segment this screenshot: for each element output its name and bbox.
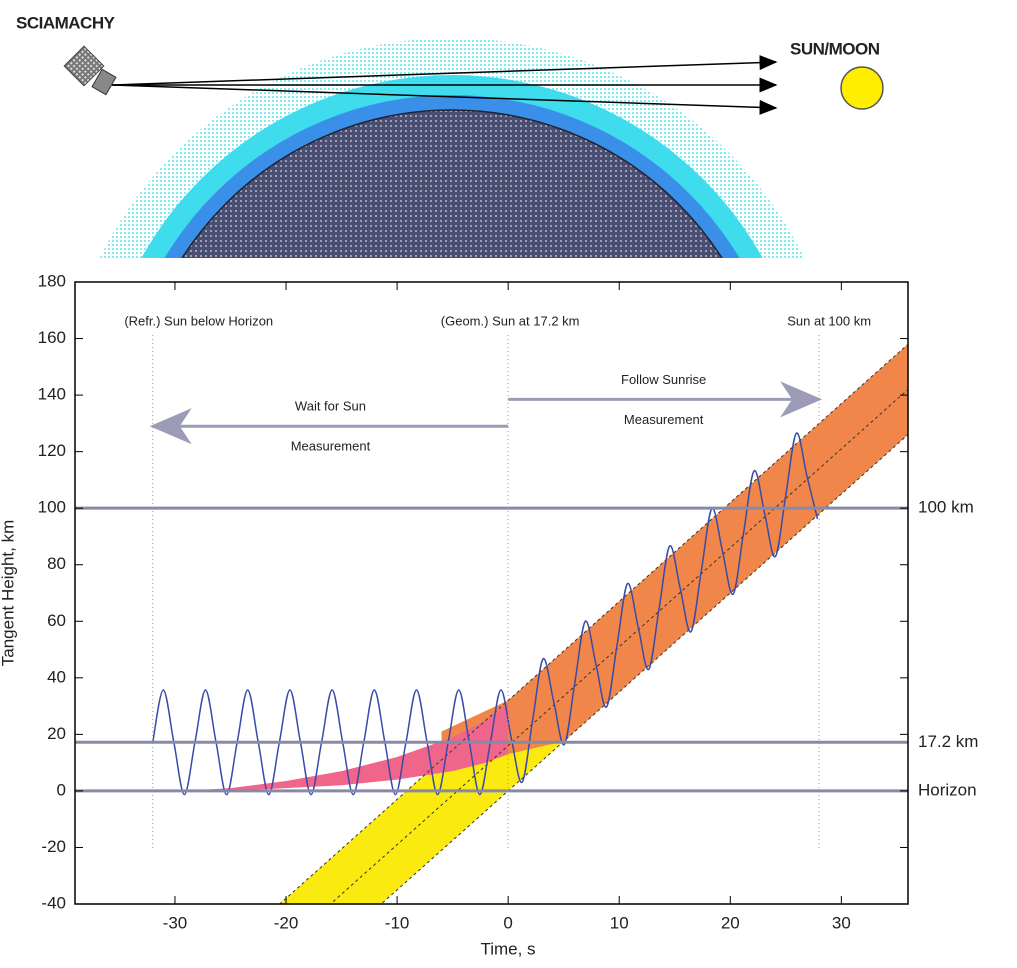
y-tick-label: 120 [38, 441, 66, 460]
y-tick-label: -40 [41, 893, 66, 912]
satellite-instrument [91, 68, 117, 96]
x-tick-label: -10 [385, 913, 410, 932]
y-tick-label: 180 [38, 271, 66, 290]
x-axis-label: Time, s [480, 939, 535, 958]
phase-label: Measurement [291, 439, 371, 454]
reference-label: 17.2 km [918, 732, 978, 751]
scan-line [152, 432, 819, 796]
earth [181, 109, 723, 258]
y-tick-label: 40 [47, 667, 66, 686]
y-tick-label: 20 [47, 724, 66, 743]
x-tick-label: -30 [163, 913, 188, 932]
line-of-sight [111, 84, 778, 115]
line-of-sight [111, 55, 778, 86]
y-tick-label: 60 [47, 611, 66, 630]
band [441, 344, 908, 755]
satellite-label: SCIAMACHY [16, 13, 116, 32]
y-tick-label: 100 [38, 498, 66, 517]
x-tick-label: -20 [274, 913, 299, 932]
phase-label: Wait for Sun [295, 399, 366, 414]
phase-label: Measurement [624, 412, 704, 427]
geometry-diagram: SCIAMACHY SUN/MOON [16, 13, 884, 258]
x-tick-label: 0 [503, 913, 512, 932]
event-label: (Geom.) Sun at 17.2 km [441, 313, 580, 328]
x-tick-label: 30 [832, 913, 851, 932]
sun [840, 66, 884, 110]
event-label: Sun at 100 km [787, 313, 871, 328]
x-tick-label: 10 [610, 913, 629, 932]
reference-label: 100 km [918, 498, 974, 517]
band [186, 703, 509, 791]
y-tick-label: 80 [47, 554, 66, 573]
event-label: (Refr.) Sun below Horizon [124, 313, 273, 328]
plot-frame [74, 281, 909, 905]
band-guide [278, 343, 908, 904]
y-tick-label: 0 [57, 780, 66, 799]
target-label: SUN/MOON [790, 39, 880, 58]
y-tick-label: -20 [41, 837, 66, 856]
satellite [63, 45, 105, 87]
y-axis-label: Tangent Height, km [0, 520, 17, 666]
chart: Time, s Tangent Height, km 100 km 17.2 km… [0, 271, 978, 958]
phase-label: Follow Sunrise [621, 372, 706, 387]
reference-label: Horizon [918, 780, 977, 799]
x-tick-label: 20 [721, 913, 740, 932]
y-tick-label: 140 [38, 385, 66, 404]
plot-area [152, 343, 908, 904]
y-tick-label: 160 [38, 328, 66, 347]
